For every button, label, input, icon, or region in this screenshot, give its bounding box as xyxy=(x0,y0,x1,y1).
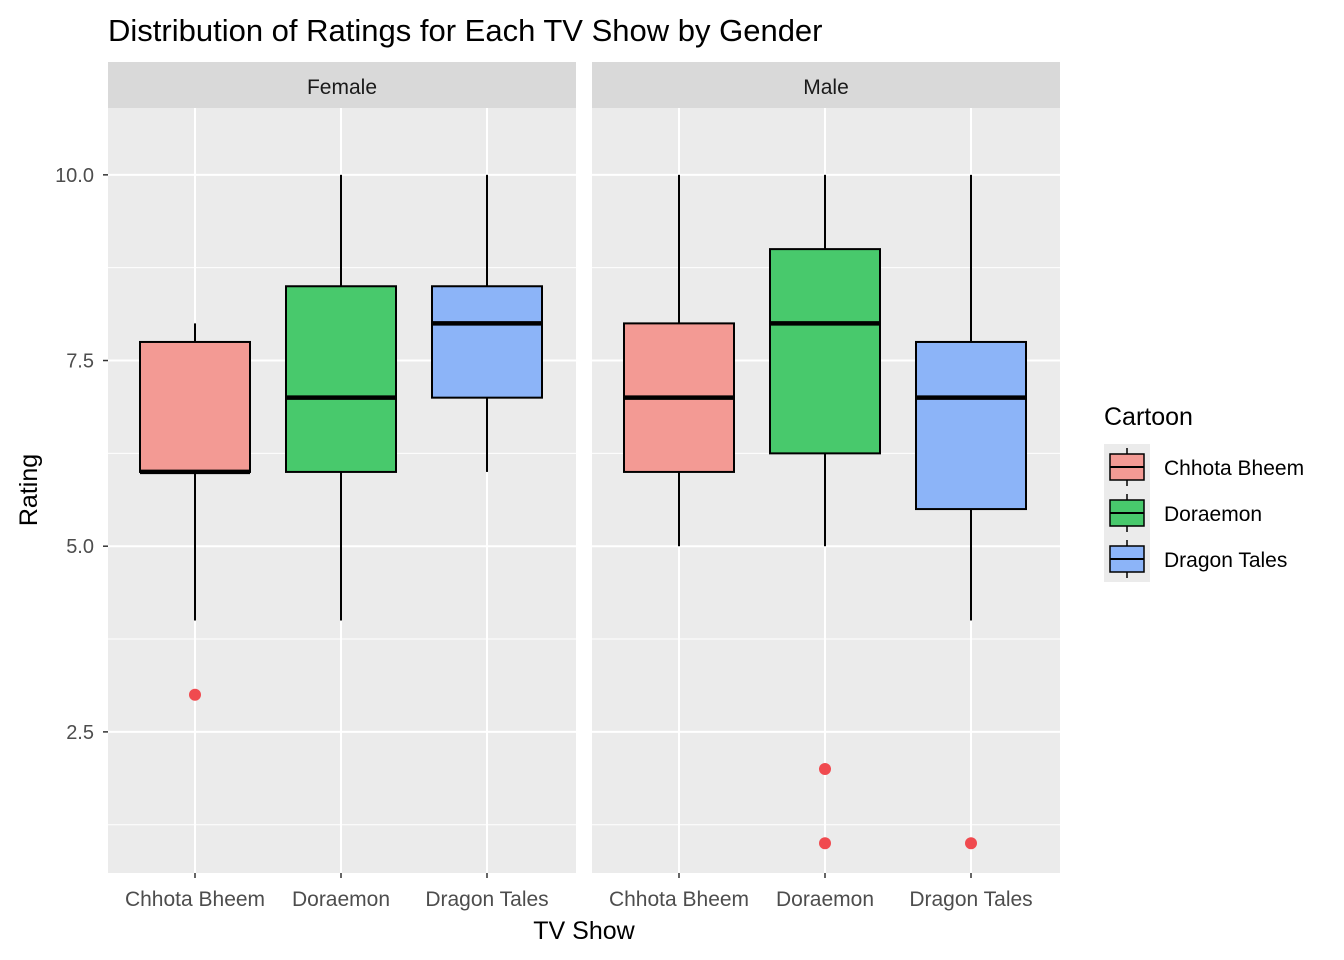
box-doraemon xyxy=(285,285,397,473)
x-tick-label: Doraemon xyxy=(776,888,874,911)
box-doraemon xyxy=(769,248,881,455)
outlier-point xyxy=(189,688,201,701)
outlier-point xyxy=(819,837,831,850)
facet-strip-label: Male xyxy=(803,76,849,99)
outlier-point xyxy=(965,837,977,850)
y-axis-label: Rating xyxy=(15,454,43,526)
facet-panel-male: Male Chhota Bheem Doraemon Dragon Tales xyxy=(592,62,1060,911)
box-dragon-tales xyxy=(431,285,543,399)
box-chhota-bheem xyxy=(139,340,251,473)
facet-panel-female: Female Chhota Bheem Doraemon Dragon Tales xyxy=(108,62,576,911)
box-dragon-tales xyxy=(915,340,1027,511)
legend-label: Dragon Tales xyxy=(1164,549,1287,572)
legend-entry: Doraemon xyxy=(1104,490,1262,536)
x-tick-label: Dragon Tales xyxy=(425,888,548,911)
legend: Cartoon Chhota Bheem Doraemon Dragon Tales xyxy=(1104,403,1304,582)
legend-title: Cartoon xyxy=(1104,403,1193,431)
facet-strip-label: Female xyxy=(307,76,377,99)
outlier-point xyxy=(819,763,831,776)
legend-entry: Dragon Tales xyxy=(1104,536,1287,582)
legend-label: Chhota Bheem xyxy=(1164,457,1304,480)
y-tick-label: 5.0 xyxy=(66,536,94,558)
chart-title: Distribution of Ratings for Each TV Show… xyxy=(108,13,823,48)
y-tick-label: 7.5 xyxy=(66,351,94,373)
facet-strip xyxy=(592,62,1060,108)
x-tick-label: Dragon Tales xyxy=(909,888,1032,911)
y-tick-label: 2.5 xyxy=(66,722,94,744)
x-axis-label: TV Show xyxy=(533,917,635,945)
x-tick-label: Chhota Bheem xyxy=(125,888,265,911)
x-tick-label: Chhota Bheem xyxy=(609,888,749,911)
y-tick-label: 10.0 xyxy=(55,165,94,187)
legend-label: Doraemon xyxy=(1164,503,1262,526)
y-axis: 2.5 5.0 7.5 10.0 xyxy=(55,165,108,744)
legend-entry: Chhota Bheem xyxy=(1104,444,1304,490)
facet-strip xyxy=(108,62,576,108)
x-tick-label: Doraemon xyxy=(292,888,390,911)
